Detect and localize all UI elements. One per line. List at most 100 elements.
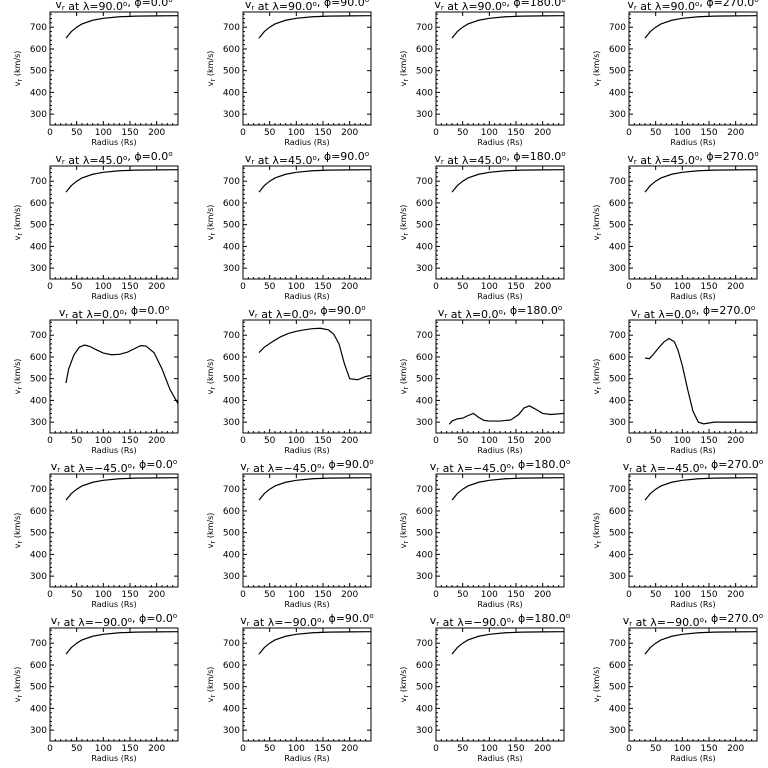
y-tick-label: 300: [30, 726, 47, 736]
y-tick-label: 300: [223, 264, 240, 274]
x-tick-label: 100: [288, 128, 305, 138]
x-tick-label: 50: [71, 744, 83, 754]
y-tick-label: 600: [30, 507, 47, 517]
series-line: [258, 169, 372, 193]
chart-panel-18: vr at λ=−90.0o, ϕ=90.0o 0 50 100 150 200 300 40…: [206, 612, 374, 763]
x-tick-label: 0: [47, 128, 53, 138]
x-axis-label: Radius (Rs): [91, 138, 136, 147]
chart-panel-14: vr at λ=−45.0o, ϕ=90.0o 0 50 100 150 200 300 40…: [206, 458, 374, 609]
series-line: [451, 477, 565, 501]
y-tick-label: 400: [223, 88, 240, 98]
chart-title: vr at λ=0.0o, ϕ=90.0o: [248, 304, 365, 321]
y-tick-label: 400: [223, 396, 240, 406]
y-tick-label: 400: [609, 242, 626, 252]
y-tick-label: 500: [416, 221, 433, 231]
y-tick-label: 300: [609, 572, 626, 582]
y-tick-label: 600: [416, 199, 433, 209]
x-tick-label: 0: [240, 436, 246, 446]
x-tick-label: 150: [314, 436, 331, 446]
y-tick-label: 500: [609, 683, 626, 693]
x-tick-label: 0: [626, 590, 632, 600]
chart-title: vr at λ=−90.0o, ϕ=270.0o: [623, 612, 763, 629]
chart-title: vr at λ=45.0o, ϕ=0.0o: [55, 150, 172, 167]
x-axis-label: Radius (Rs): [91, 600, 136, 609]
series-line: [644, 631, 758, 655]
y-tick-label: 600: [30, 661, 47, 671]
y-tick-label: 500: [416, 529, 433, 539]
y-tick-label: 400: [30, 550, 47, 560]
x-tick-label: 150: [507, 436, 524, 446]
y-tick-label: 500: [223, 221, 240, 231]
chart-title: vr at λ=0.0o, ϕ=0.0o: [59, 304, 169, 321]
y-tick-label: 500: [30, 529, 47, 539]
x-tick-label: 150: [121, 128, 138, 138]
chart-panel-1: vr at λ=90.0o, ϕ=0.0o 0 50 100 150 200 300 400 5…: [13, 0, 179, 147]
series-line: [644, 477, 758, 501]
x-axis-label: Radius (Rs): [670, 600, 715, 609]
x-tick-label: 50: [457, 128, 469, 138]
y-tick-label: 600: [223, 507, 240, 517]
y-axis-label: vr (km/s): [399, 51, 410, 87]
y-axis-label: vr (km/s): [206, 51, 217, 87]
y-tick-label: 700: [30, 177, 47, 187]
series-line: [65, 477, 179, 501]
plot-frame: [435, 319, 565, 434]
series-line: [644, 337, 757, 425]
chart-title: vr at λ=0.0o, ϕ=270.0o: [631, 304, 755, 321]
x-tick-label: 200: [727, 282, 744, 292]
plot-frame: [435, 165, 565, 280]
x-tick-label: 200: [727, 744, 744, 754]
x-axis-label: Radius (Rs): [670, 446, 715, 455]
y-tick-label: 300: [223, 110, 240, 120]
x-tick-label: 200: [727, 590, 744, 600]
chart-title: vr at λ=90.0o, ϕ=0.0o: [55, 0, 172, 13]
y-tick-label: 400: [30, 242, 47, 252]
x-tick-label: 50: [71, 436, 83, 446]
chart-title: vr at λ=45.0o, ϕ=90.0o: [245, 150, 369, 167]
x-tick-label: 100: [481, 590, 498, 600]
chart-title: vr at λ=90.0o, ϕ=270.0o: [627, 0, 758, 13]
x-tick-label: 150: [700, 744, 717, 754]
x-tick-label: 150: [700, 282, 717, 292]
y-axis-label: vr (km/s): [13, 359, 24, 395]
y-axis-label: vr (km/s): [206, 667, 217, 703]
y-tick-label: 600: [609, 353, 626, 363]
x-tick-label: 200: [148, 590, 165, 600]
x-tick-label: 200: [727, 436, 744, 446]
y-tick-label: 600: [30, 353, 47, 363]
x-tick-label: 100: [95, 590, 112, 600]
plot-frame: [628, 473, 758, 588]
y-tick-label: 500: [609, 529, 626, 539]
y-tick-label: 600: [30, 199, 47, 209]
x-tick-label: 200: [341, 128, 358, 138]
y-tick-label: 500: [609, 67, 626, 77]
plot-frame: [628, 11, 758, 126]
x-tick-label: 100: [95, 744, 112, 754]
y-axis-label: vr (km/s): [206, 359, 217, 395]
y-tick-label: 700: [223, 639, 240, 649]
x-tick-label: 200: [148, 436, 165, 446]
x-tick-label: 50: [457, 744, 469, 754]
y-tick-label: 500: [609, 375, 626, 385]
x-tick-label: 200: [534, 436, 551, 446]
chart-title: vr at λ=−90.0o, ϕ=90.0o: [240, 612, 373, 629]
chart-panel-8: vr at λ=45.0o, ϕ=270.0o 0 50 100 150 200 300 40…: [592, 150, 759, 301]
series-line: [65, 631, 179, 655]
x-axis-label: Radius (Rs): [477, 292, 522, 301]
x-tick-label: 0: [240, 128, 246, 138]
y-tick-label: 600: [223, 661, 240, 671]
y-axis-label: vr (km/s): [13, 667, 24, 703]
plot-frame: [242, 319, 372, 434]
y-tick-label: 700: [609, 177, 626, 187]
series-line: [65, 344, 179, 404]
x-axis-label: Radius (Rs): [284, 600, 329, 609]
x-tick-label: 0: [240, 590, 246, 600]
y-tick-label: 600: [609, 199, 626, 209]
x-tick-label: 150: [700, 590, 717, 600]
y-tick-label: 600: [223, 45, 240, 55]
x-tick-label: 150: [700, 436, 717, 446]
y-tick-label: 400: [416, 396, 433, 406]
y-tick-label: 400: [609, 704, 626, 714]
y-tick-label: 400: [223, 242, 240, 252]
x-tick-label: 0: [433, 128, 439, 138]
